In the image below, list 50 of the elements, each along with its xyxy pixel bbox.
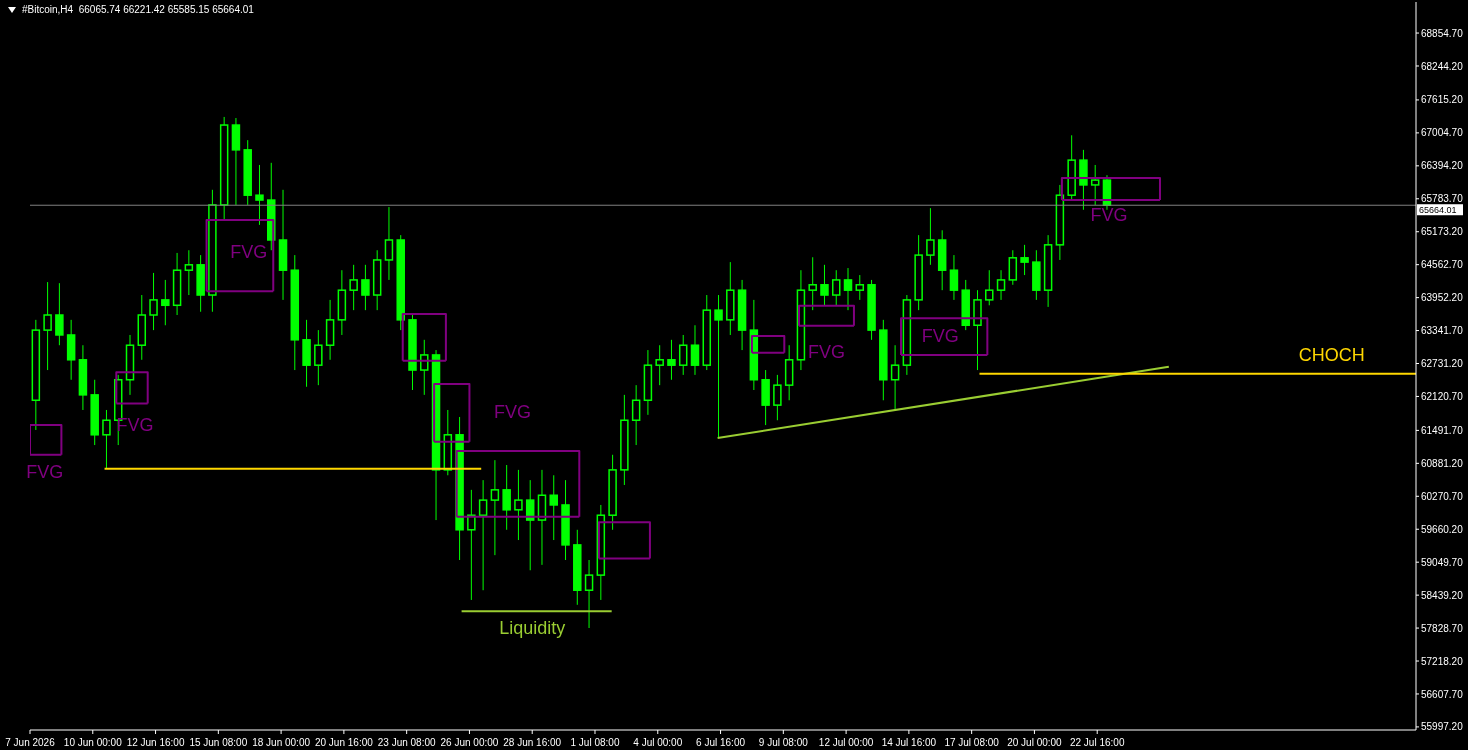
y-tick-label: 62731.20 [1421, 358, 1464, 370]
x-tick-label: 23 Jun 08:00 [377, 737, 437, 748]
y-tick-label: 65783.70 [1421, 193, 1464, 205]
x-tick-label: 7 Jun 2026 [5, 737, 56, 748]
annotation: FVG [807, 341, 845, 362]
y-tick-label: 58439.20 [1421, 589, 1464, 601]
x-tick-label: 12 Jun 16:00 [126, 737, 185, 748]
y-tick-label: 59049.70 [1421, 556, 1464, 568]
y-tick-label: 62120.70 [1421, 391, 1464, 402]
x-tick-label: 14 Jul 16:00 [881, 737, 937, 748]
y-tick-label: 56607.70 [1421, 688, 1464, 700]
x-tick-label: 6 Jul 16:00 [696, 737, 746, 748]
ref-line-label: 65664.01 [1419, 205, 1457, 216]
y-tick-label: 60270.70 [1421, 490, 1464, 502]
x-tick-label: 1 Jul 08:00 [570, 737, 620, 748]
x-tick-label: 12 Jul 00:00 [818, 737, 874, 748]
annotation: CHOCH [1298, 344, 1365, 365]
annotation: FVG [1090, 205, 1128, 226]
y-tick-label: 63952.20 [1421, 292, 1464, 304]
x-tick-label: 28 Jun 16:00 [503, 737, 562, 748]
annotation: FVG [494, 402, 532, 422]
annotation: FVG [26, 461, 64, 482]
y-tick-label: 57218.20 [1421, 655, 1464, 667]
y-tick-label: 60881.20 [1421, 457, 1464, 469]
annotation: Liquidity [499, 618, 566, 639]
x-tick-label: 22 Jul 16:00 [1069, 737, 1125, 748]
y-tick-label: 63341.70 [1421, 325, 1464, 337]
x-tick-label: 15 Jun 08:00 [189, 737, 248, 748]
x-tick-label: 4 Jul 00:00 [633, 737, 683, 748]
y-tick-label: 64562.70 [1421, 259, 1464, 271]
y-tick-label: 59660.20 [1421, 523, 1464, 535]
y-tick-label: 65173.20 [1421, 226, 1464, 238]
y-tick-label: 68244.20 [1421, 60, 1464, 72]
x-tick-label: 26 Jun 00:00 [440, 737, 499, 748]
chart-title: #Bitcoin,H4 66065.74 66221.42 65585.15 65664.01 [22, 4, 254, 15]
x-tick-label: 20 Jun 16:00 [314, 737, 374, 748]
annotation: FVG [230, 242, 268, 263]
y-tick-label: 67615.20 [1421, 94, 1464, 106]
x-tick-label: 10 Jun 00:00 [63, 737, 123, 748]
y-tick-label: 55997.20 [1421, 721, 1464, 733]
annotation: FVG [921, 326, 959, 347]
y-tick-label: 57828.70 [1421, 622, 1464, 634]
y-tick-label: 66394.20 [1421, 160, 1464, 172]
y-tick-label: 61491.70 [1421, 424, 1464, 436]
x-tick-label: 17 Jul 08:00 [944, 737, 1000, 748]
y-tick-label: 68854.70 [1421, 27, 1464, 39]
y-tick-label: 67004.70 [1421, 127, 1464, 139]
x-tick-label: 18 Jun 00:00 [252, 737, 311, 748]
x-tick-label: 9 Jul 08:00 [758, 737, 809, 748]
x-tick-label: 20 Jul 00:00 [1007, 737, 1063, 748]
